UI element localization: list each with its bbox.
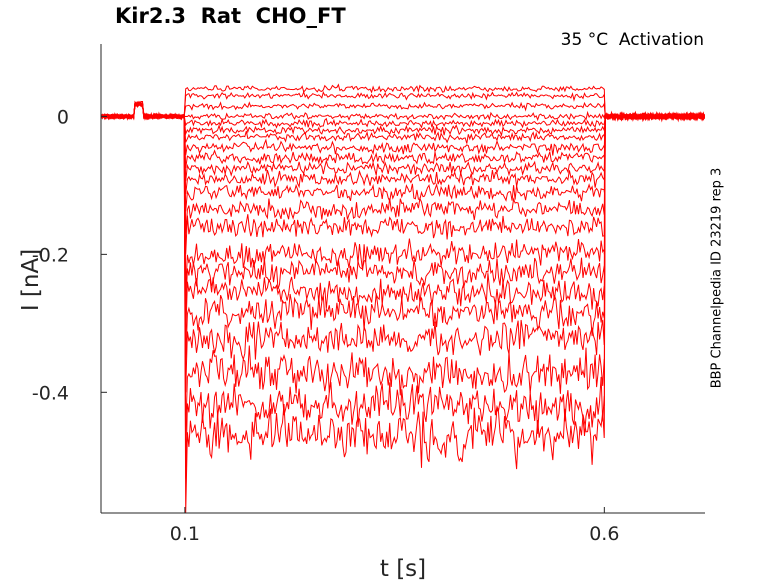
axes-group: 0.1 0.6 0 -0.2 -0.4 — [32, 44, 705, 545]
y-tick-label: 0 — [57, 106, 69, 128]
sweep-trace-19 — [100, 101, 705, 393]
sweep-trace-16 — [100, 102, 705, 311]
sweep-trace-6 — [100, 101, 706, 137]
x-tick-label: 0.1 — [170, 523, 200, 545]
x-axis-label: t [s] — [380, 556, 426, 582]
sweep-trace-22 — [100, 100, 705, 514]
chart-title: Kir2.3 Rat CHO_FT — [115, 4, 346, 28]
sweep-trace-9 — [100, 101, 705, 169]
y-axis-label: I [nA] — [18, 249, 44, 311]
sweep-trace-20 — [100, 101, 705, 436]
x-tick-label: 0.6 — [589, 523, 619, 545]
traces-group — [100, 83, 706, 514]
y-tick-label: -0.4 — [32, 382, 69, 404]
chart-subtitle: 35 °C Activation — [560, 30, 704, 50]
y-tick-label: -0.2 — [32, 244, 69, 266]
